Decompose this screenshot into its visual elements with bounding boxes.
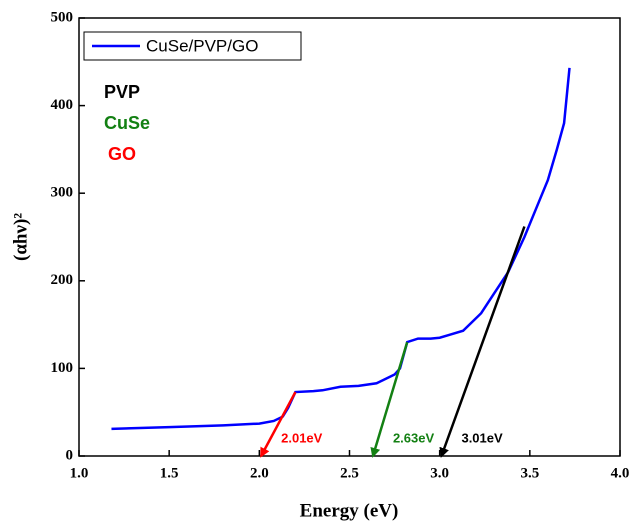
- x-axis-label: Energy (eV): [300, 500, 399, 521]
- y-tick-label: 400: [51, 97, 74, 113]
- legend-label: CuSe/PVP/GO: [146, 36, 258, 55]
- y-tick-label: 500: [51, 9, 74, 25]
- x-tick-label: 2.0: [250, 465, 269, 481]
- tangent-label: 3.01eV: [461, 430, 503, 445]
- note-label: PVP: [104, 82, 140, 102]
- x-tick-label: 2.5: [340, 465, 359, 481]
- x-tick-label: 4.0: [611, 465, 630, 481]
- y-tick-label: 0: [66, 447, 74, 463]
- x-tick-label: 3.0: [430, 465, 449, 481]
- y-axis-label: (αhν)²: [10, 213, 31, 261]
- note-label: CuSe: [104, 113, 150, 133]
- tangent-line: [370, 341, 409, 458]
- tangent-label: 2.01eV: [281, 430, 323, 445]
- note-label: GO: [108, 144, 136, 164]
- tangent-label: 2.63eV: [393, 430, 435, 445]
- data-line: [111, 67, 571, 431]
- x-tick-label: 1.0: [70, 465, 89, 481]
- x-tick-label: 3.5: [520, 465, 539, 481]
- y-tick-label: 200: [51, 272, 74, 288]
- tangent-line: [260, 391, 297, 458]
- plot-frame: [78, 17, 621, 457]
- x-tick-label: 1.5: [160, 465, 179, 481]
- y-tick-label: 100: [51, 360, 74, 376]
- tangent-line: [439, 226, 526, 458]
- y-tick-label: 300: [51, 185, 74, 201]
